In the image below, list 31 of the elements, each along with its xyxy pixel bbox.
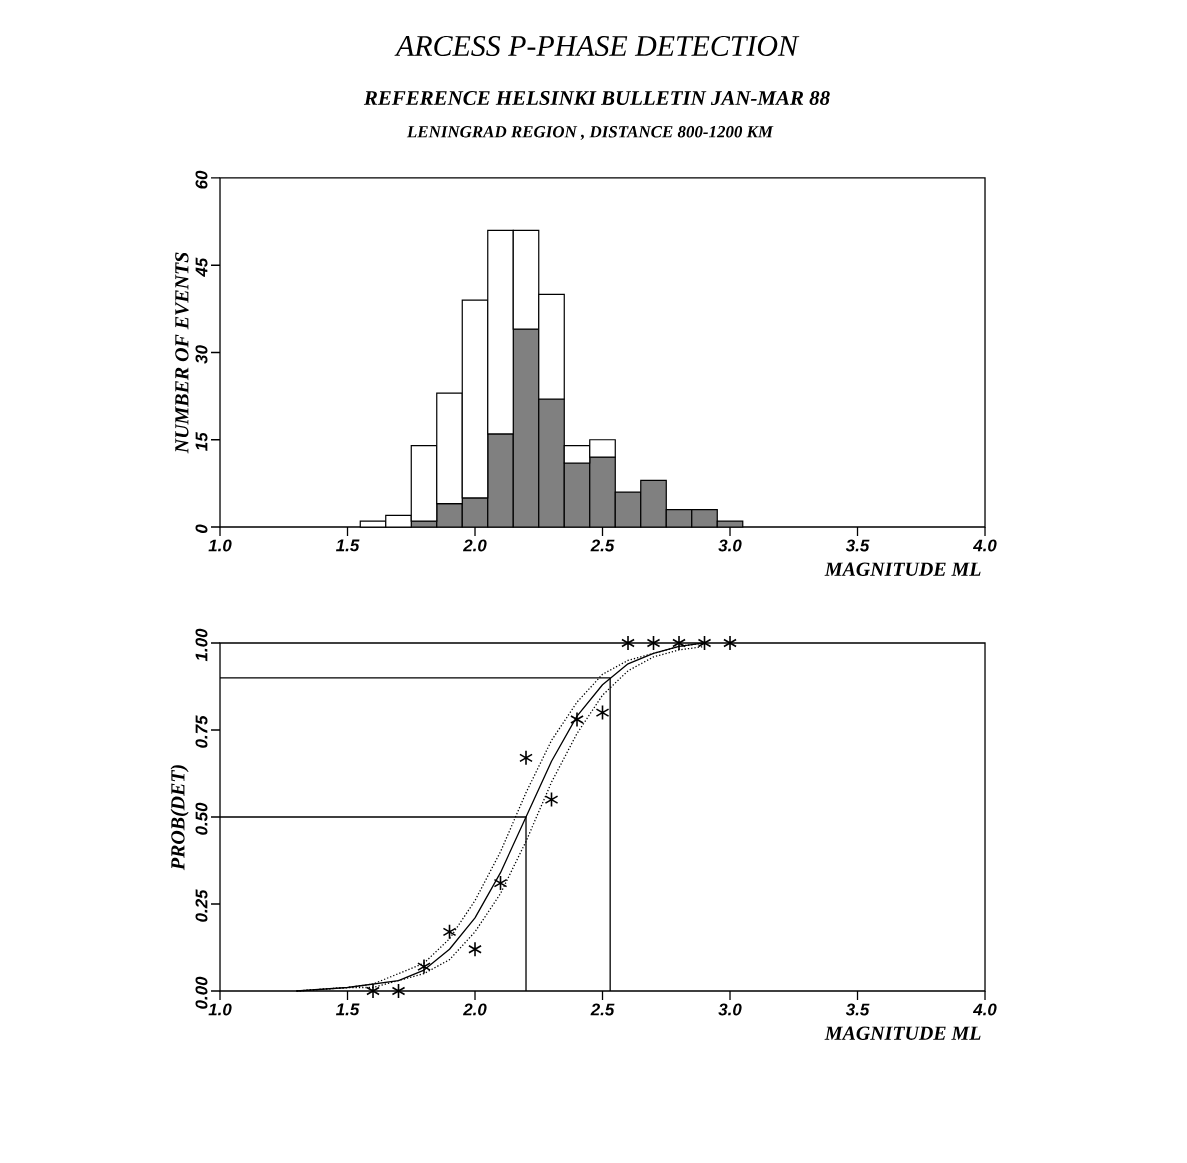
y-tick-label: 0.75: [195, 715, 208, 748]
chart-title: ARCESS P-PHASE DETECTION: [394, 35, 800, 57]
y-tick-label: 30: [195, 345, 208, 364]
text: LENINGRAD REGION , DISTANCE 800-1200 KM: [406, 126, 774, 140]
chart-subtitle: REFERENCE HELSINKI BULLETIN JAN-MAR 88: [363, 90, 830, 106]
x-tick-label: 3.5: [845, 1003, 870, 1016]
x-tick-label: 2.0: [462, 1003, 487, 1016]
x-tick-label: 4.0: [972, 1003, 997, 1016]
x-tick-label: 2.5: [590, 539, 615, 552]
x-tick-label: 1.0: [208, 539, 232, 552]
y-tick-label: 60: [195, 170, 208, 189]
x-tick-label: 1.5: [336, 1003, 360, 1016]
x-axis-title: MAGNITUDE ML: [824, 562, 981, 576]
y-tick-label: 45: [195, 257, 208, 277]
y-tick-label: 15: [195, 432, 208, 451]
x-tick-label: 3.0: [718, 1003, 742, 1016]
x-tick-label: 2.0: [462, 539, 487, 552]
x-tick-label: 4.0: [972, 539, 997, 552]
y-tick-label: 0.25: [195, 889, 208, 922]
y-tick-label: 0.50: [195, 802, 208, 835]
y-tick-label: 0: [195, 524, 208, 533]
y-tick-label: 0.00: [195, 976, 208, 1009]
x-tick-label: 2.5: [590, 1003, 615, 1016]
x-tick-label: 3.0: [718, 539, 742, 552]
y-axis-title: PROB(DET): [170, 765, 189, 871]
x-tick-label: 3.5: [845, 539, 870, 552]
x-axis-title: MAGNITUDE ML: [824, 1026, 981, 1040]
y-axis-title: NUMBER OF EVENTS: [175, 252, 189, 454]
x-tick-label: 1.5: [336, 539, 360, 552]
x-tick-label: 1.0: [208, 1003, 232, 1016]
y-tick-label: 1.00: [195, 628, 208, 662]
